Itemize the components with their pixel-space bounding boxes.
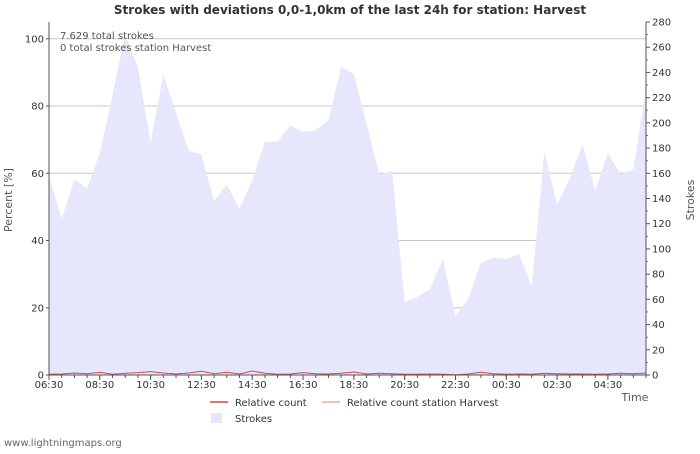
legend-label-strokes: Strokes	[235, 414, 272, 425]
legend-label-relative-count: Relative count	[235, 398, 307, 409]
legend-label-relative-count-station: Relative count station Harvest	[347, 398, 499, 409]
x-tick-label: 04:30	[593, 380, 622, 391]
y-left-tick-label: 40	[31, 236, 44, 247]
y-right-tick-label: 260	[652, 43, 671, 54]
x-tick-label: 12:30	[187, 380, 216, 391]
x-tick-label: 22:30	[441, 380, 470, 391]
x-axis-label: Time	[621, 391, 649, 404]
x-tick-label: 08:30	[85, 380, 114, 391]
y-right-tick-label: 100	[652, 244, 671, 255]
total-strokes-annotation: 7.629 total strokes	[60, 31, 154, 42]
x-tick-label: 00:30	[492, 380, 521, 391]
x-tick-label: 18:30	[339, 380, 368, 391]
station-strokes-annotation: 0 total strokes station Harvest	[60, 43, 211, 54]
x-tick-label: 14:30	[238, 380, 267, 391]
footer-credit: www.lightningmaps.org	[4, 438, 122, 449]
y-left-axis-label: Percent [%]	[2, 168, 15, 232]
y-left-tick-label: 0	[38, 371, 44, 382]
y-right-tick-label: 140	[652, 194, 671, 205]
y-right-tick-label: 200	[652, 118, 671, 129]
legend: Relative count Relative count station Ha…	[210, 398, 499, 425]
chart-title: Strokes with deviations 0,0-1,0km of the…	[114, 3, 586, 17]
relative-count-line	[48, 370, 647, 376]
y-right-tick-label: 80	[652, 270, 665, 281]
y-right-tick-label: 180	[652, 144, 671, 155]
y-left-tick-label: 60	[31, 169, 44, 180]
x-tick-label: 20:30	[390, 380, 419, 391]
y-right-tick-label: 40	[652, 320, 665, 331]
axes: 0 20 40 60 80 100 0 20 40 60 80 100 120 140 160 180 200 2…	[25, 18, 671, 392]
strokes-area	[49, 34, 646, 375]
y-right-tick-label: 220	[652, 93, 671, 104]
legend-swatch-strokes	[211, 413, 222, 423]
y-left-tick-label: 20	[31, 303, 44, 314]
y-right-tick-label: 60	[652, 295, 665, 306]
y-left-tick-label: 80	[31, 102, 44, 113]
y-right-tick-label: 240	[652, 68, 671, 79]
y-right-tick-label: 0	[652, 371, 658, 382]
y-right-axis-label: Strokes	[684, 179, 697, 220]
strokes-area-group	[49, 34, 646, 375]
y-left-tick-label: 100	[25, 34, 44, 45]
x-tick-label: 06:30	[35, 380, 64, 391]
x-tick-label: 16:30	[289, 380, 318, 391]
x-tick-label: 02:30	[543, 380, 572, 391]
y-right-tick-label: 280	[652, 18, 671, 29]
y-right-tick-label: 160	[652, 169, 671, 180]
y-right-tick-label: 20	[652, 345, 665, 356]
x-tick-label: 10:30	[136, 380, 165, 391]
y-right-tick-label: 120	[652, 219, 671, 230]
